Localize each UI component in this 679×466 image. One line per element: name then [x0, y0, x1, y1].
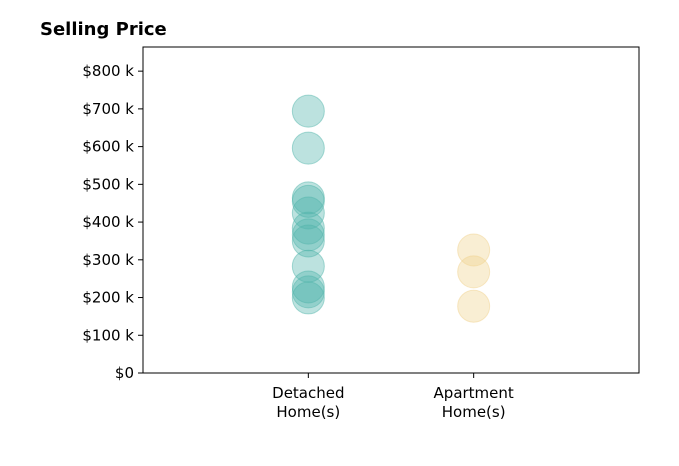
point	[291, 249, 325, 283]
point	[291, 184, 325, 218]
point	[291, 275, 325, 309]
point	[291, 224, 325, 258]
y-tick-label: $0	[115, 364, 134, 382]
point	[291, 94, 325, 128]
point	[457, 289, 491, 323]
chart-title: Selling Price	[40, 19, 167, 40]
plot-frame	[142, 46, 640, 374]
y-tick-label: $300 k	[82, 251, 134, 269]
y-tick-label: $200 k	[82, 289, 134, 307]
x-tick-label: Apartment Home(s)	[434, 384, 514, 421]
point	[291, 270, 325, 304]
point	[457, 255, 491, 289]
y-tick-label: $600 k	[82, 138, 134, 156]
x-tick-label: Detached Home(s)	[272, 384, 344, 421]
point	[291, 181, 325, 215]
point	[291, 211, 325, 245]
point	[291, 281, 325, 315]
point	[291, 196, 325, 230]
point	[291, 218, 325, 252]
point	[457, 233, 491, 267]
point	[291, 131, 325, 165]
y-tick-label: $500 k	[82, 175, 134, 193]
y-tick-label: $800 k	[82, 62, 134, 80]
y-tick-label: $100 k	[82, 326, 134, 344]
y-tick-label: $700 k	[82, 100, 134, 118]
y-tick-label: $400 k	[82, 213, 134, 231]
